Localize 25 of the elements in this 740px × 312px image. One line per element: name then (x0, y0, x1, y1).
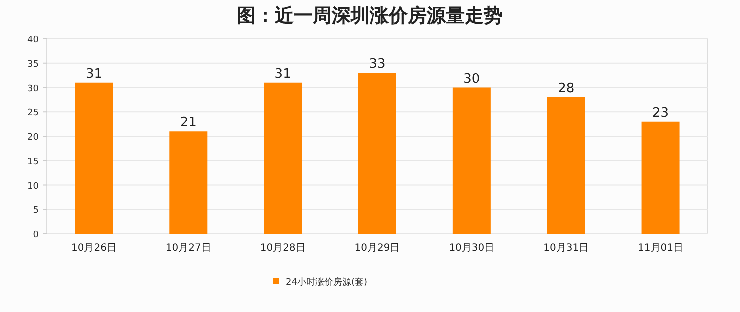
x-tick-label: 10月28日 (260, 243, 306, 254)
x-tick-label: 10月27日 (166, 243, 212, 254)
x-tick-label: 10月29日 (354, 243, 400, 254)
y-tick-label: 40 (28, 36, 40, 46)
data-label: 31 (274, 66, 292, 82)
y-tick-label: 15 (28, 157, 39, 168)
x-tick-label: 10月30日 (449, 243, 495, 254)
data-label: 30 (464, 72, 480, 87)
title: 图：近一周深圳涨价房源量走势 (237, 5, 503, 27)
y-tick-label: 10 (28, 182, 40, 192)
y-tick-label: 5 (33, 206, 39, 216)
x-tick-label: 10月26日 (71, 243, 117, 254)
legend-label: 24小时涨价房源(套) (286, 277, 368, 288)
y-tick-label: 25 (28, 108, 39, 119)
y-tick-label: 30 (28, 84, 40, 94)
x-tick-label: 11月01日 (638, 243, 684, 254)
data-label: 31 (86, 66, 102, 82)
y-tick-label: 20 (28, 133, 40, 143)
data-label: 23 (652, 106, 670, 121)
y-tick-label: 0 (33, 230, 40, 240)
y-tick-label: 35 (28, 60, 39, 70)
data-label: 21 (180, 116, 197, 131)
data-label: 33 (369, 57, 386, 72)
x-tick-label: 10月31日 (544, 243, 590, 254)
data-label: 28 (558, 82, 575, 96)
